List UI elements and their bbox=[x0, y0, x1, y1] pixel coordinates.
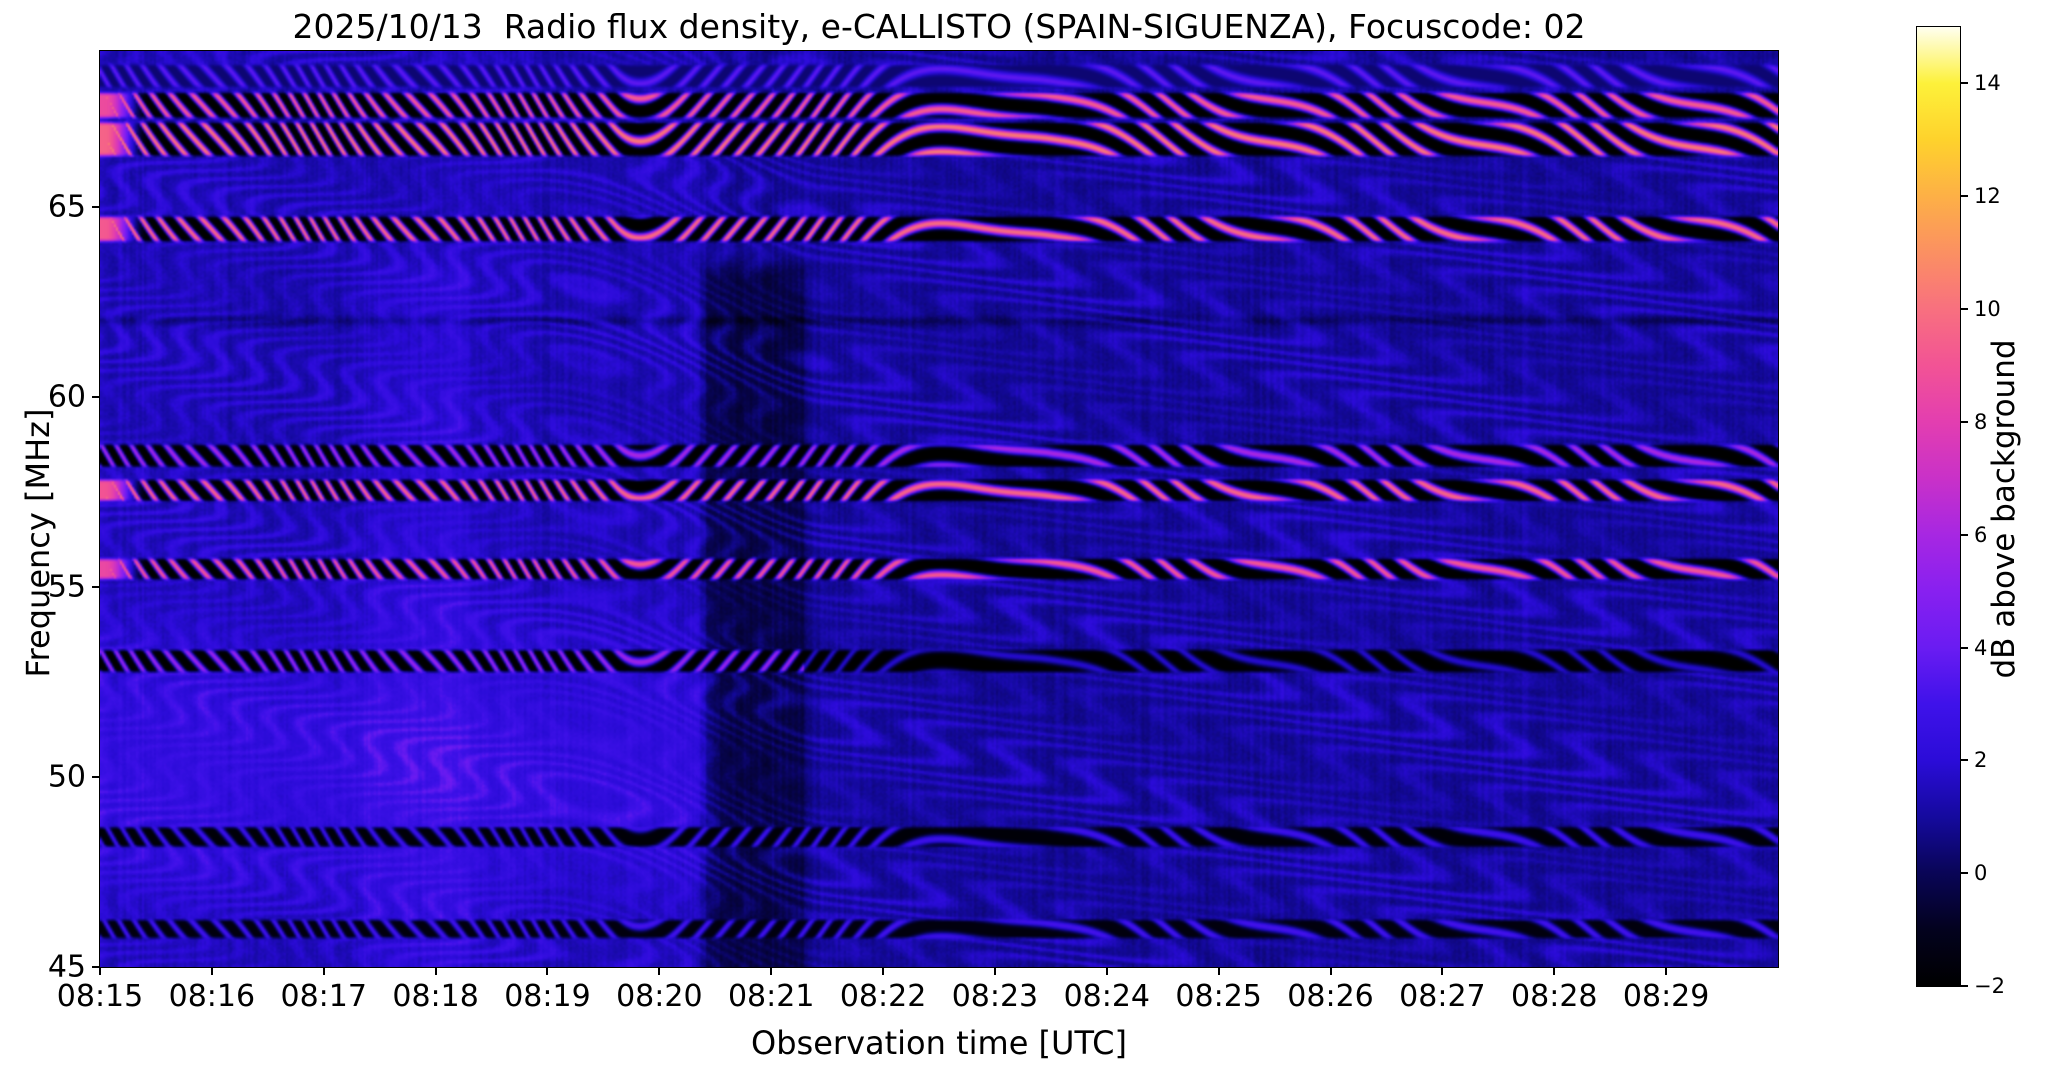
x-tick-mark bbox=[1441, 967, 1444, 975]
colorbar-tick-mark bbox=[1960, 646, 1968, 649]
colorbar-tick-label: 6 bbox=[1974, 522, 1988, 547]
colorbar-tick-mark bbox=[1960, 759, 1968, 762]
x-tick-mark bbox=[322, 967, 325, 975]
y-tick-label: 65 bbox=[47, 189, 86, 225]
colorbar-tick-mark bbox=[1960, 308, 1968, 311]
x-tick-mark bbox=[993, 967, 996, 975]
spectrogram-heatmap bbox=[99, 50, 1779, 968]
x-axis-label: Observation time [UTC] bbox=[751, 1024, 1127, 1062]
x-tick-mark bbox=[770, 967, 773, 975]
colorbar-gradient bbox=[1916, 26, 1961, 987]
colorbar-tick-label: 14 bbox=[1974, 71, 2001, 96]
y-tick-mark bbox=[92, 775, 100, 778]
colorbar-tick-mark bbox=[1960, 82, 1968, 85]
x-tick-mark bbox=[882, 967, 885, 975]
x-tick-mark bbox=[1105, 967, 1108, 975]
x-tick-label: 08:22 bbox=[839, 979, 927, 1014]
colorbar-tick-mark bbox=[1960, 872, 1968, 875]
x-tick-label: 08:15 bbox=[56, 979, 144, 1014]
y-tick-label: 50 bbox=[47, 759, 86, 795]
x-tick-label: 08:16 bbox=[168, 979, 256, 1014]
x-tick-mark bbox=[1217, 967, 1220, 975]
x-tick-label: 08:25 bbox=[1175, 979, 1262, 1014]
colorbar-tick-label: −2 bbox=[1974, 974, 2005, 998]
colorbar-tick-mark bbox=[1960, 195, 1968, 198]
colorbar-tick-label: 12 bbox=[1974, 184, 2001, 209]
y-tick-mark bbox=[92, 205, 100, 208]
colorbar-tick-mark bbox=[1960, 533, 1968, 536]
y-tick-label: 60 bbox=[47, 379, 86, 415]
x-tick-mark bbox=[434, 967, 437, 975]
x-tick-mark bbox=[1553, 967, 1556, 975]
x-tick-label: 08:26 bbox=[1287, 979, 1374, 1014]
colorbar-tick-label: 8 bbox=[1974, 409, 1988, 434]
colorbar-tick-label: 4 bbox=[1974, 635, 1988, 660]
colorbar-tick-label: 10 bbox=[1974, 297, 2001, 322]
x-tick-label: 08:28 bbox=[1511, 979, 1598, 1014]
y-tick-mark bbox=[92, 395, 100, 398]
colorbar-tick-mark bbox=[1960, 985, 1968, 987]
x-tick-mark bbox=[99, 967, 101, 975]
x-tick-label: 08:19 bbox=[504, 979, 591, 1014]
x-tick-mark bbox=[546, 967, 549, 975]
x-tick-label: 08:21 bbox=[727, 979, 815, 1014]
x-tick-label: 08:17 bbox=[280, 979, 367, 1014]
x-tick-label: 08:29 bbox=[1622, 979, 1710, 1014]
colorbar-tick-label: 0 bbox=[1974, 861, 1988, 886]
colorbar-label: dB above background bbox=[1986, 339, 2022, 679]
x-tick-label: 08:27 bbox=[1399, 979, 1486, 1014]
y-tick-label: 45 bbox=[47, 949, 86, 985]
x-tick-label: 08:18 bbox=[392, 979, 479, 1014]
y-tick-mark bbox=[92, 966, 100, 968]
plot-title: 2025/10/13 Radio flux density, e-CALLIST… bbox=[292, 7, 1586, 46]
x-tick-label: 08:23 bbox=[951, 979, 1039, 1014]
x-tick-mark bbox=[1329, 967, 1332, 975]
x-tick-mark bbox=[1665, 967, 1668, 975]
x-tick-mark bbox=[658, 967, 661, 975]
colorbar-tick-label: 2 bbox=[1974, 748, 1988, 773]
x-tick-label: 08:24 bbox=[1063, 979, 1151, 1014]
colorbar-tick-mark bbox=[1960, 420, 1968, 423]
y-tick-mark bbox=[92, 585, 100, 588]
y-axis-label: Frequency [MHz] bbox=[19, 408, 57, 678]
x-tick-label: 08:20 bbox=[616, 979, 703, 1014]
x-tick-mark bbox=[210, 967, 213, 975]
y-tick-label: 55 bbox=[47, 569, 86, 605]
